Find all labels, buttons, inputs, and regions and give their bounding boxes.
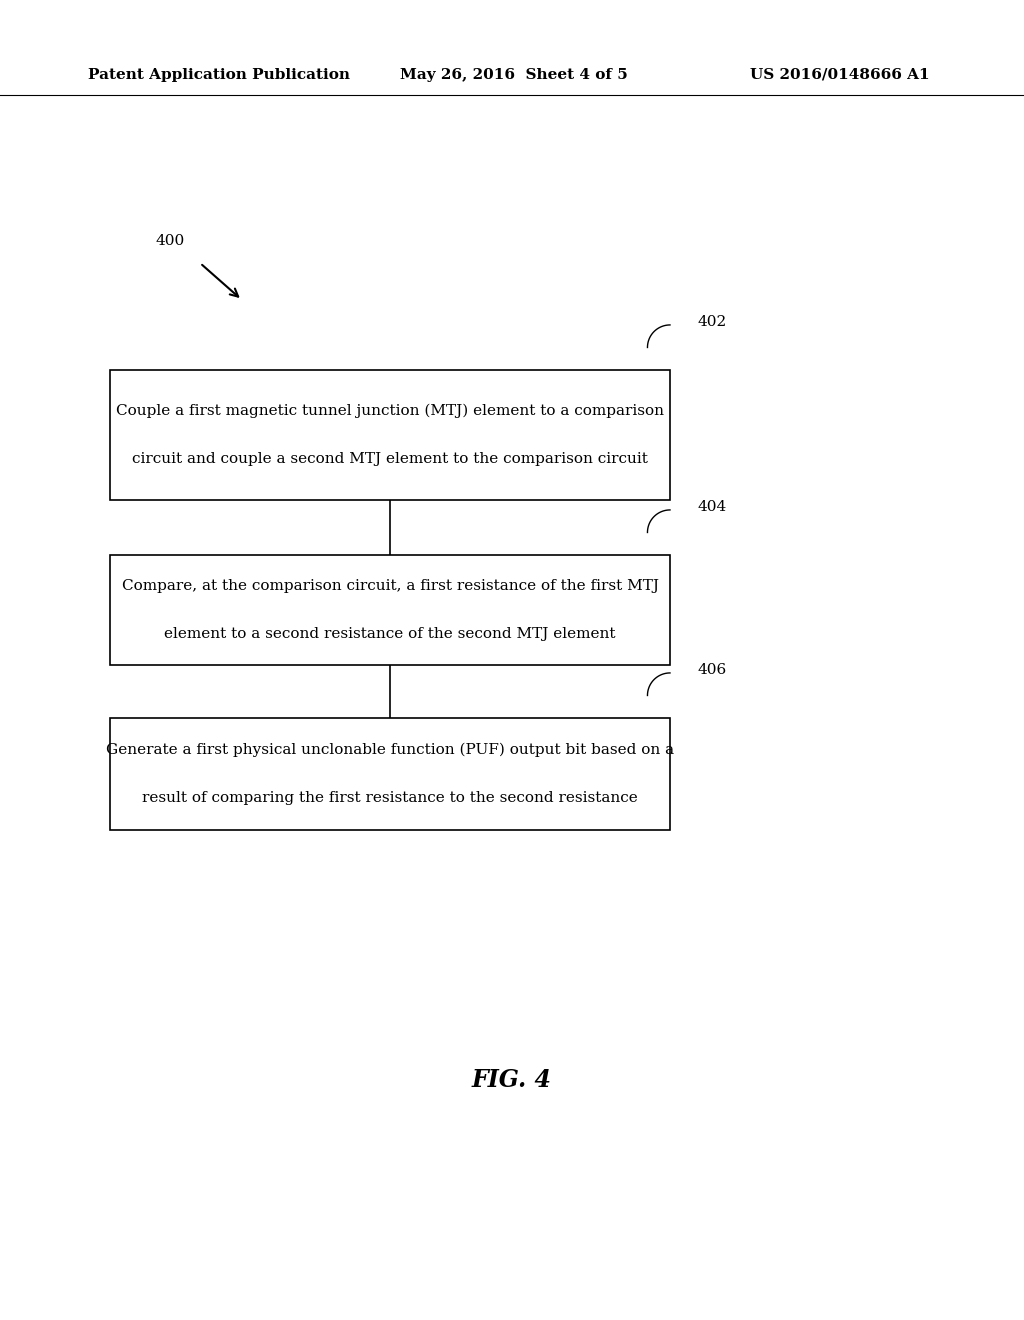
Bar [110, 370, 670, 500]
Text: Patent Application Publication: Patent Application Publication [88, 69, 350, 82]
Text: result of comparing the first resistance to the second resistance: result of comparing the first resistance… [142, 791, 638, 805]
Bar [110, 718, 670, 830]
Text: May 26, 2016  Sheet 4 of 5: May 26, 2016 Sheet 4 of 5 [400, 69, 628, 82]
Text: FIG. 4: FIG. 4 [472, 1068, 552, 1092]
Text: Generate a first physical unclonable function (PUF) output bit based on a: Generate a first physical unclonable fun… [105, 743, 674, 758]
Text: 402: 402 [697, 315, 727, 329]
Text: element to a second resistance of the second MTJ element: element to a second resistance of the se… [164, 627, 615, 640]
Text: 404: 404 [697, 500, 727, 515]
Text: 406: 406 [697, 664, 727, 677]
Text: US 2016/0148666 A1: US 2016/0148666 A1 [751, 69, 930, 82]
Text: Couple a first magnetic tunnel junction (MTJ) element to a comparison: Couple a first magnetic tunnel junction … [116, 404, 664, 418]
Text: Compare, at the comparison circuit, a first resistance of the first MTJ: Compare, at the comparison circuit, a fi… [122, 579, 658, 593]
Text: 400: 400 [155, 234, 184, 248]
Bar [110, 554, 670, 665]
Text: circuit and couple a second MTJ element to the comparison circuit: circuit and couple a second MTJ element … [132, 451, 648, 466]
